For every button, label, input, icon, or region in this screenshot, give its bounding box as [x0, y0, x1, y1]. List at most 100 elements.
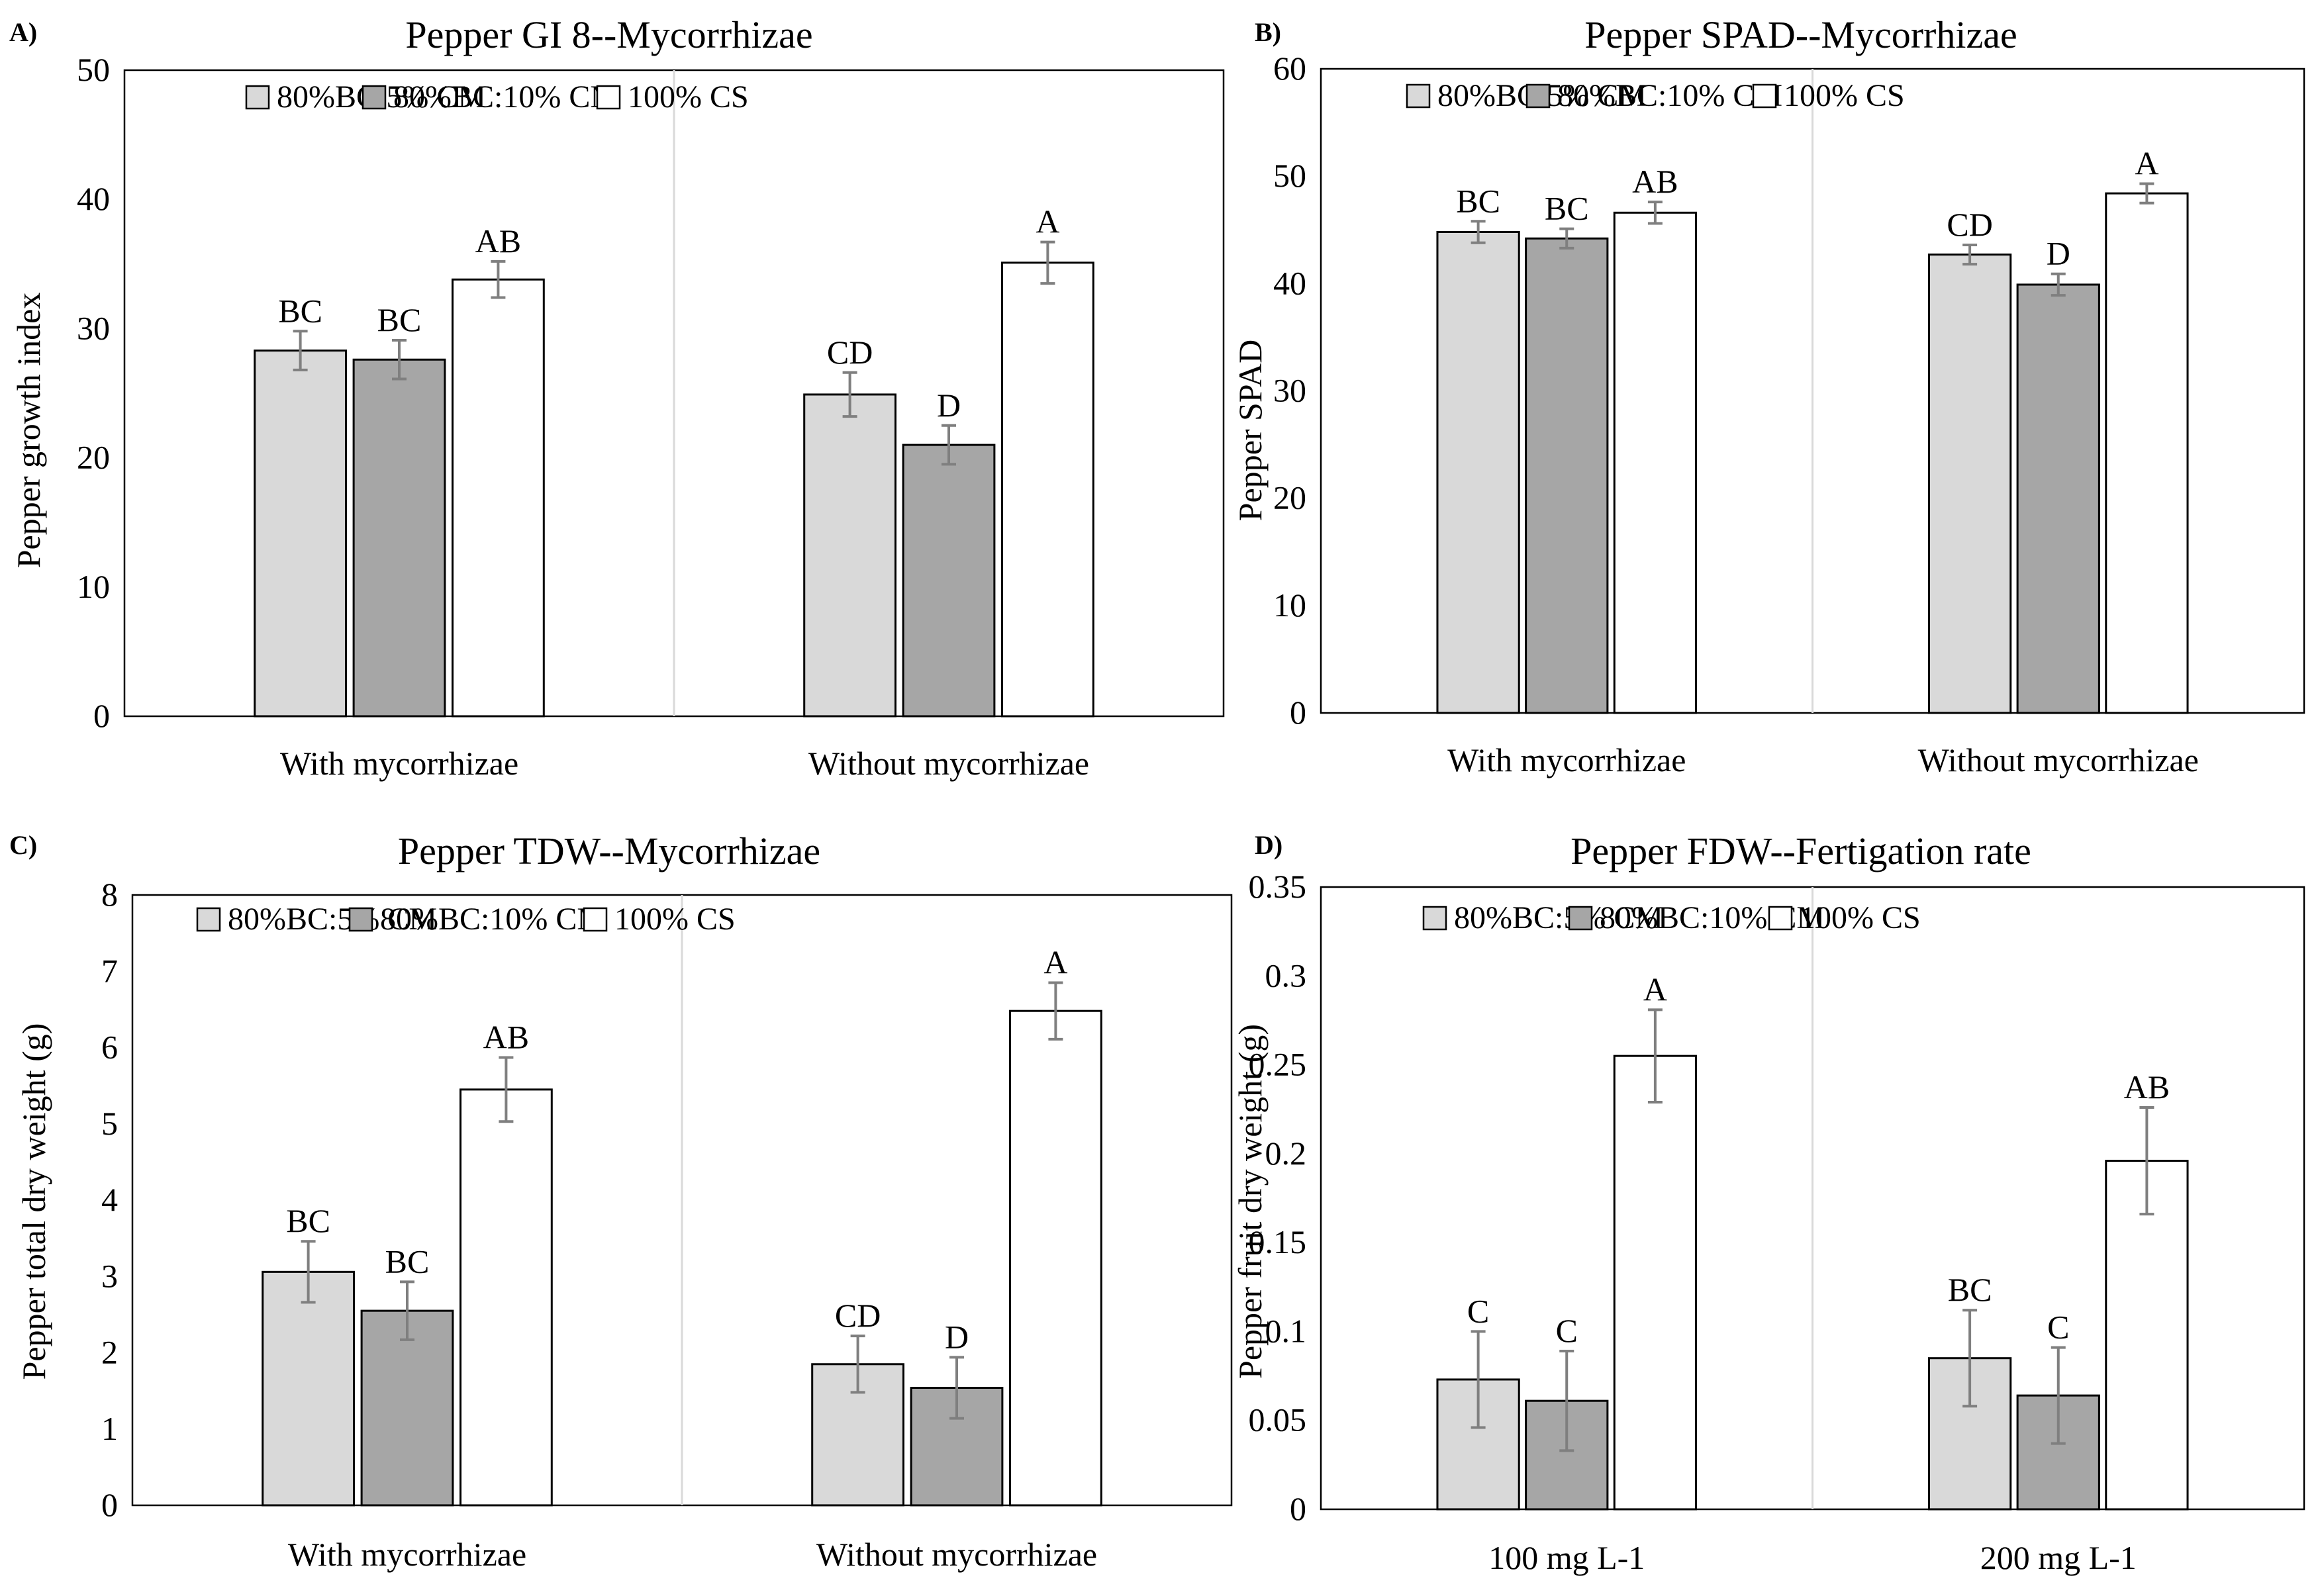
y-tick-label: 6 — [101, 1029, 118, 1066]
x-category-label: 100 mg L-1 — [1488, 1539, 1645, 1576]
bar — [262, 1270, 355, 1507]
legend-label: 80%BC:10% CM — [380, 902, 605, 937]
x-category-label: With mycorrhizae — [288, 1536, 526, 1573]
legend-label: 100% CS — [628, 79, 749, 115]
significance-letter: CD — [827, 334, 873, 371]
significance-letter: A — [1036, 203, 1059, 240]
bar — [360, 1309, 454, 1507]
chart-panel-3: C) Pepper TDW--Mycorrhizae 0 1 2 3 4 5 6 7 8 Pepper… — [9, 829, 1233, 1573]
y-tick-label: 10 — [1273, 587, 1306, 624]
y-tick-label: 0.3 — [1265, 957, 1307, 994]
legend-swatch — [362, 85, 387, 110]
bar — [1436, 1378, 1520, 1511]
y-tick-label: 20 — [77, 439, 110, 476]
y-tick-label: 5 — [101, 1105, 118, 1142]
significance-letter: BC — [278, 292, 322, 329]
x-category-label: Without mycorrhizae — [1918, 741, 2199, 778]
legend-swatch — [583, 907, 608, 932]
significance-letter: C — [1467, 1292, 1489, 1329]
y-tick-label: 60 — [1273, 50, 1306, 87]
bar — [1613, 1055, 1698, 1511]
y-tick-label: 3 — [101, 1257, 118, 1294]
significance-letter: A — [1643, 970, 1667, 1008]
significance-letter: C — [2047, 1309, 2069, 1346]
bar — [1525, 1399, 1609, 1511]
y-axis-label: Pepper fruit dry weight (g) — [1232, 1024, 1269, 1379]
x-category-label: Without mycorrhizae — [816, 1536, 1097, 1573]
bar — [2105, 1160, 2189, 1511]
y-tick-label: 10 — [77, 568, 110, 605]
y-tick-label: 0 — [1290, 694, 1306, 731]
y-tick-label: 8 — [101, 876, 118, 913]
significance-letter: BC — [1456, 182, 1500, 219]
chart-panel-4: D) Pepper FDW--Fertigation rate 0 0.05 0.1 0.… — [1232, 829, 2305, 1576]
y-tick-label: 0.1 — [1265, 1312, 1307, 1349]
chart-title: Pepper TDW--Mycorrhizae — [398, 829, 820, 872]
legend-label: 100% CS — [1800, 900, 1921, 935]
chart-panel-2: B) Pepper SPAD--Mycorrhizae 0 10 20 30 40 50 60 P… — [1232, 13, 2305, 778]
bar — [902, 444, 996, 718]
y-tick-label: 0 — [93, 697, 110, 734]
bar — [1613, 211, 1698, 714]
y-tick-label: 4 — [101, 1181, 118, 1218]
legend-label: 100% CS — [1784, 78, 1905, 113]
legend-swatch — [1768, 906, 1793, 931]
panel-label: C) — [9, 830, 37, 860]
y-tick-label: 0 — [101, 1486, 118, 1523]
legend-label: 80%BC:5% CM — [1454, 900, 1663, 935]
y-tick-label: 20 — [1273, 479, 1306, 516]
significance-letter: CD — [1947, 206, 1992, 243]
bar — [352, 358, 446, 718]
y-tick-label: 50 — [1273, 157, 1306, 194]
significance-letter: CD — [835, 1297, 881, 1334]
chart-title: Pepper FDW--Fertigation rate — [1571, 829, 2031, 872]
significance-letter: AB — [1632, 163, 1678, 200]
legend-label: 80%BC:10% CM — [393, 79, 618, 115]
legend-swatch — [596, 85, 621, 110]
legend-label: 80%BC:10% CM — [1557, 78, 1782, 113]
bar — [254, 350, 347, 718]
panel-label: A) — [9, 17, 37, 47]
y-tick-label: 50 — [77, 51, 110, 88]
x-category-label: Without mycorrhizae — [808, 745, 1089, 782]
significance-letter: BC — [377, 301, 422, 338]
x-category-label: 200 mg L-1 — [1980, 1539, 2137, 1576]
bar — [2105, 192, 2189, 714]
significance-letter: BC — [1948, 1271, 1992, 1308]
bar — [452, 278, 545, 718]
significance-letter: A — [1043, 944, 1067, 981]
significance-letter: D — [937, 387, 961, 424]
panel-label: D) — [1255, 830, 1282, 860]
y-tick-label: 40 — [77, 180, 110, 217]
legend-swatch — [348, 907, 373, 932]
chart-title: Pepper GI 8--Mycorrhizae — [405, 13, 812, 56]
legend-swatch — [1525, 83, 1551, 109]
chart-panel-1: A) Pepper GI 8--Mycorrhizae 0 10 20 30 40 50 Pep… — [9, 13, 1225, 782]
y-axis-label: Pepper SPAD — [1232, 340, 1269, 522]
y-tick-label: 0.15 — [1249, 1223, 1307, 1260]
bar — [1927, 254, 2012, 714]
legend-swatch — [1568, 906, 1593, 931]
bar — [1001, 261, 1094, 718]
bar — [1436, 230, 1520, 714]
legend-swatch — [1422, 906, 1447, 931]
y-tick-label: 2 — [101, 1334, 118, 1371]
significance-letter: A — [2135, 145, 2158, 182]
significance-letter: D — [945, 1318, 969, 1355]
panel-label: B) — [1255, 17, 1281, 47]
significance-letter: BC — [385, 1243, 430, 1280]
y-tick-label: 0.25 — [1249, 1046, 1307, 1083]
significance-letter: AB — [475, 222, 521, 259]
y-tick-label: 0.35 — [1249, 868, 1307, 905]
x-category-label: With mycorrhizae — [1447, 741, 1686, 778]
bar — [803, 393, 896, 718]
y-tick-label: 0.05 — [1249, 1401, 1307, 1438]
legend-label: 100% CS — [614, 902, 736, 937]
y-tick-label: 40 — [1273, 264, 1306, 301]
y-tick-label: 30 — [1273, 372, 1306, 409]
legend-swatch — [1406, 83, 1431, 109]
legend-swatch — [245, 85, 270, 110]
y-axis-label: Pepper growth index — [10, 293, 47, 569]
significance-letter: AB — [483, 1018, 529, 1055]
